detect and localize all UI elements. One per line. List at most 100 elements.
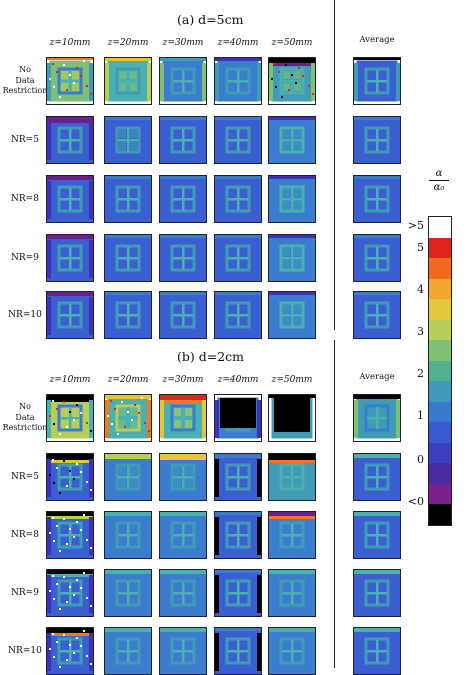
colorbar-swatch <box>429 504 451 526</box>
colorbar-tick-label: 0 <box>417 453 424 466</box>
heatmap-tile <box>159 175 207 223</box>
heatmap-tile <box>268 116 316 164</box>
heatmap-tile <box>214 175 262 223</box>
heatmap-tile <box>46 175 94 223</box>
average-header: Average <box>359 35 395 45</box>
heatmap-tile <box>104 116 152 164</box>
heatmap-tile <box>268 511 316 559</box>
average-tile <box>353 511 401 559</box>
heatmap-tile <box>268 57 316 105</box>
heatmap-tile <box>214 394 262 442</box>
heatmap-tile <box>46 394 94 442</box>
heatmap-tile <box>46 511 94 559</box>
heatmap-tile <box>268 394 316 442</box>
heatmap-tile <box>46 116 94 164</box>
row-label: NR=9 <box>11 253 39 263</box>
colorbar-title-denominator: α₀ <box>433 182 445 193</box>
colorbar-swatch <box>429 381 451 403</box>
colorbar-title-numerator: α <box>435 168 443 179</box>
heatmap-tile <box>268 569 316 617</box>
heatmap-tile <box>159 453 207 501</box>
row-label: NR=5 <box>11 472 39 482</box>
heatmap-tile <box>159 291 207 339</box>
colorbar-tick-label: 4 <box>417 283 424 296</box>
heatmap-tile <box>268 234 316 282</box>
heatmap-tile <box>159 234 207 282</box>
colorbar-swatch <box>429 278 451 300</box>
colorbar-swatch <box>429 258 451 280</box>
heatmap-tile <box>214 627 262 675</box>
heatmap-tile <box>214 453 262 501</box>
heatmap-tile <box>104 511 152 559</box>
panel-title: (a) d=5cm <box>177 12 244 27</box>
colorbar-tick-label: 2 <box>417 367 424 380</box>
heatmap-tile <box>159 394 207 442</box>
heatmap-tile <box>104 291 152 339</box>
colorbar-swatch <box>429 401 451 423</box>
average-header: Average <box>359 372 395 382</box>
row-label: NR=10 <box>8 646 42 656</box>
average-tile <box>353 627 401 675</box>
heatmap-tile <box>214 116 262 164</box>
heatmap-tile <box>104 627 152 675</box>
row-label: NR=8 <box>11 194 39 204</box>
average-tile <box>353 453 401 501</box>
colorbar-swatch <box>429 463 451 485</box>
heatmap-tile <box>268 175 316 223</box>
heatmap-tile <box>46 234 94 282</box>
heatmap-tile <box>104 234 152 282</box>
heatmap-tile <box>104 453 152 501</box>
colorbar-swatch <box>429 442 451 464</box>
heatmap-tile <box>46 627 94 675</box>
average-tile <box>353 234 401 282</box>
fraction-bar <box>429 180 449 181</box>
colorbar-swatch <box>429 319 451 341</box>
panel-divider <box>334 340 335 668</box>
colorbar-tick-label: 5 <box>417 241 424 254</box>
column-header: z=10mm <box>49 375 91 385</box>
heatmap-tile <box>214 569 262 617</box>
colorbar-swatch <box>429 237 451 259</box>
row-label: NR=8 <box>11 530 39 540</box>
heatmap-tile <box>159 511 207 559</box>
heatmap-tile <box>104 57 152 105</box>
panel-title: (b) d=2cm <box>177 349 245 364</box>
column-header: z=10mm <box>49 38 91 48</box>
heatmap-tile <box>214 511 262 559</box>
heatmap-tile <box>268 627 316 675</box>
average-tile <box>353 175 401 223</box>
row-label: NR=10 <box>8 310 42 320</box>
column-header: z=40mm <box>217 375 259 385</box>
column-header: z=30mm <box>162 375 204 385</box>
colorbar <box>428 216 452 526</box>
row-label: No Data Restriction <box>2 65 48 95</box>
row-label: NR=5 <box>11 135 39 145</box>
heatmap-tile <box>104 175 152 223</box>
colorbar-title: α α₀ <box>425 168 453 193</box>
row-label: NR=9 <box>11 588 39 598</box>
heatmap-tile <box>46 569 94 617</box>
column-header: z=20mm <box>107 375 149 385</box>
column-header: z=20mm <box>107 38 149 48</box>
colorbar-swatch <box>429 360 451 382</box>
heatmap-tile <box>214 234 262 282</box>
heatmap-tile <box>104 394 152 442</box>
heatmap-tile <box>268 453 316 501</box>
colorbar-swatch <box>429 483 451 505</box>
colorbar-swatch <box>429 299 451 321</box>
colorbar-tick-label: >5 <box>407 219 424 232</box>
average-tile <box>353 291 401 339</box>
column-header: z=40mm <box>217 38 259 48</box>
average-tile <box>353 57 401 105</box>
heatmap-tile <box>159 57 207 105</box>
heatmap-tile <box>159 116 207 164</box>
column-header: z=30mm <box>162 38 204 48</box>
colorbar-tick-label: 3 <box>417 325 424 338</box>
heatmap-tile <box>159 627 207 675</box>
heatmap-tile <box>214 291 262 339</box>
colorbar-tick-label: 1 <box>417 409 424 422</box>
heatmap-tile <box>104 569 152 617</box>
average-tile <box>353 394 401 442</box>
colorbar-swatch <box>429 217 451 239</box>
heatmap-tile <box>46 57 94 105</box>
